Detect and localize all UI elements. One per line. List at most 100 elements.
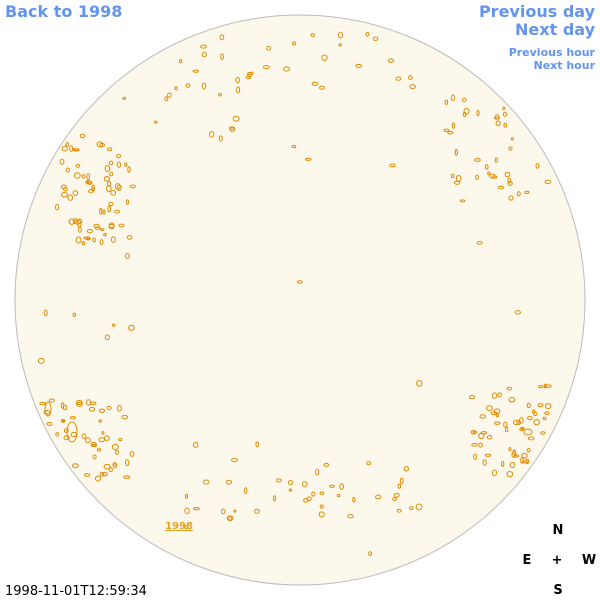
contour [232, 115, 240, 122]
contour [66, 421, 78, 443]
contour [266, 45, 272, 51]
contour [472, 430, 478, 435]
contour [219, 34, 225, 41]
contour [106, 180, 112, 187]
compass-center: + [552, 553, 563, 568]
compass-west: W [582, 553, 596, 568]
contour [491, 392, 498, 399]
contour [71, 463, 79, 469]
contour [494, 114, 500, 120]
contour [535, 163, 540, 169]
contour [366, 461, 372, 466]
contour [397, 483, 402, 489]
contour [527, 436, 535, 441]
contour [209, 130, 215, 138]
contour [255, 441, 259, 448]
contour [387, 58, 395, 63]
contour [444, 99, 449, 105]
contour [110, 189, 117, 196]
contour [409, 84, 416, 89]
contour [92, 454, 97, 460]
contour [44, 401, 52, 417]
contour [372, 36, 379, 41]
contour [86, 173, 91, 180]
contour [110, 236, 116, 243]
compass-south: S [553, 583, 562, 598]
contour [115, 154, 122, 159]
contour [101, 472, 108, 477]
contour [74, 172, 81, 179]
contour [473, 453, 478, 461]
contour [125, 199, 130, 205]
contour [185, 83, 191, 88]
compass-east: E [523, 553, 532, 568]
contour [495, 413, 499, 418]
contour [118, 438, 123, 442]
previous-day-link[interactable]: Previous day [479, 2, 596, 21]
contour [524, 190, 530, 194]
contour [90, 441, 97, 447]
contour [474, 158, 481, 162]
next-day-link[interactable]: Next day [515, 20, 596, 39]
contour [319, 504, 324, 509]
contour-layer [37, 31, 552, 557]
contour [184, 507, 190, 514]
contour [235, 76, 240, 84]
contour [129, 451, 135, 457]
next-hour-link[interactable]: Next hour [534, 59, 596, 72]
contour [511, 451, 517, 458]
previous-hour-link[interactable]: Previous hour [509, 46, 596, 59]
contour [192, 441, 199, 448]
contour [416, 379, 423, 387]
contour [408, 75, 413, 80]
contour [236, 86, 241, 94]
back-link[interactable]: Back to 1998 [5, 2, 122, 21]
contour [202, 479, 210, 485]
contour [61, 419, 65, 423]
contour [301, 481, 308, 488]
contour [128, 324, 135, 331]
contour [318, 511, 325, 518]
contour [63, 435, 70, 441]
contour [72, 218, 78, 224]
contour [75, 236, 82, 244]
contour [61, 191, 68, 198]
contour [323, 462, 330, 467]
contour [503, 122, 508, 128]
contour [91, 187, 95, 192]
contour [450, 94, 456, 102]
contour [108, 467, 113, 473]
contour [123, 475, 131, 479]
year-label[interactable]: 1998 [165, 521, 193, 532]
contour [519, 417, 524, 424]
contour [462, 111, 467, 118]
contour [103, 463, 111, 470]
contour [103, 233, 107, 237]
contour [283, 66, 290, 72]
contour [108, 201, 114, 207]
contour [319, 491, 325, 495]
contour [484, 164, 489, 170]
contour [336, 493, 341, 498]
contour [519, 427, 525, 431]
contour [65, 167, 70, 173]
contour [502, 106, 506, 111]
contour [303, 497, 309, 503]
contour [102, 209, 106, 215]
contour [84, 473, 91, 477]
contour [83, 236, 91, 240]
contour [70, 416, 76, 420]
contour [184, 525, 189, 530]
timestamp: 1998-11-01T12:59:34 [5, 584, 147, 599]
contour [450, 173, 455, 179]
contour [486, 405, 493, 412]
contour [72, 312, 77, 317]
contour [193, 506, 200, 511]
contour [179, 59, 183, 64]
contour [229, 126, 235, 130]
contour [167, 92, 172, 98]
contour [454, 148, 458, 156]
contour [109, 171, 114, 177]
contour [124, 162, 128, 168]
